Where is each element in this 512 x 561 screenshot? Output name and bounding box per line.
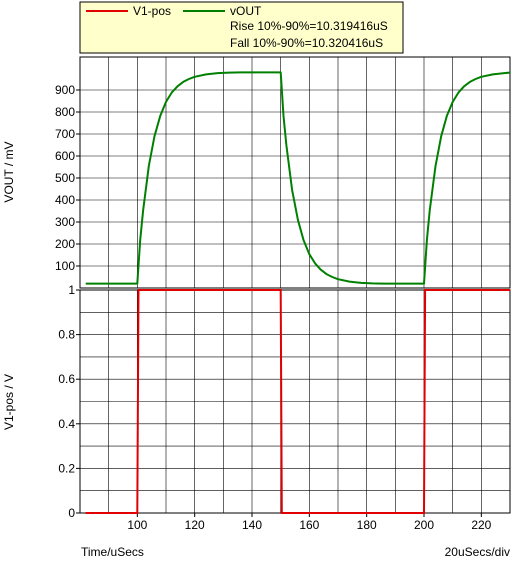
- vout-y-tick-label: 800: [55, 105, 75, 119]
- time-scale-label: 20uSecs/div: [445, 545, 510, 559]
- vout-plot-frame: [79, 56, 511, 289]
- vout-y-tick-label: 900: [55, 83, 75, 97]
- v1-pos-y-ticks: 0 0.2 0.4 0.6 0.8 1: [58, 283, 80, 520]
- v1-pos-y-tick-label: 0.8: [58, 328, 75, 342]
- vout-y-ticks: 100 200 300 400 500 600 700 800 900: [55, 83, 80, 273]
- x-tick-label: 120: [185, 518, 205, 532]
- v1-pos-y-tick-label: 0.4: [58, 417, 75, 431]
- legend-label-vout: vOUT: [230, 4, 262, 18]
- legend-label-v1-pos: V1-pos: [133, 4, 171, 18]
- legend-box: [79, 1, 404, 54]
- vout-y-tick-label: 600: [55, 149, 75, 163]
- v1-pos-series: [85, 289, 510, 514]
- vout-series: [85, 71, 511, 285]
- vout-y-tick-label: 200: [55, 237, 75, 251]
- x-tick-label: 160: [299, 518, 319, 532]
- vout-y-tick-label: 700: [55, 127, 75, 141]
- vout-y-tick-label: 500: [55, 171, 75, 185]
- vout-y-tick-label: 300: [55, 215, 75, 229]
- vout-y-tick-label: 400: [55, 193, 75, 207]
- rise-measurement: Rise 10%-90%=10.319416uS: [230, 19, 388, 33]
- x-tick-label: 100: [127, 518, 147, 532]
- v1-pos-y-axis-label: V1-pos / V: [2, 374, 16, 430]
- vout-grid: [79, 56, 511, 289]
- x-tick-label: 180: [357, 518, 377, 532]
- v1-pos-y-tick-label: 1: [68, 283, 75, 297]
- x-axis-label: Time/uSecs: [81, 545, 144, 559]
- v1-pos-y-tick-label: 0.6: [58, 372, 75, 386]
- fall-measurement: Fall 10%-90%=10.320416uS: [230, 36, 383, 50]
- legend: V1-pos vOUT Rise 10%-90%=10.319416uS Fal…: [79, 1, 404, 54]
- v1-pos-y-tick-label: 0.2: [58, 461, 75, 475]
- v1-pos-grid: [79, 289, 511, 514]
- vout-plot: 100 200 300 400 500 600 700 800 900 VOUT / mV: [2, 56, 511, 289]
- time-x-ticks: 100 120 140 160 180 200 220: [127, 513, 492, 532]
- series-line-vout: [85, 71, 511, 285]
- x-tick-label: 220: [471, 518, 491, 532]
- series-line-v1-pos: [85, 289, 510, 514]
- x-tick-label: 200: [414, 518, 434, 532]
- v1-pos-plot: 0 0.2 0.4 0.6 0.8 1 100 120 140 160 180 200 220 V1-…: [2, 283, 511, 532]
- v1-pos-y-tick-label: 0: [68, 506, 75, 520]
- x-tick-label: 140: [242, 518, 262, 532]
- vout-y-tick-label: 100: [55, 259, 75, 273]
- vout-y-axis-label: VOUT / mV: [2, 141, 16, 202]
